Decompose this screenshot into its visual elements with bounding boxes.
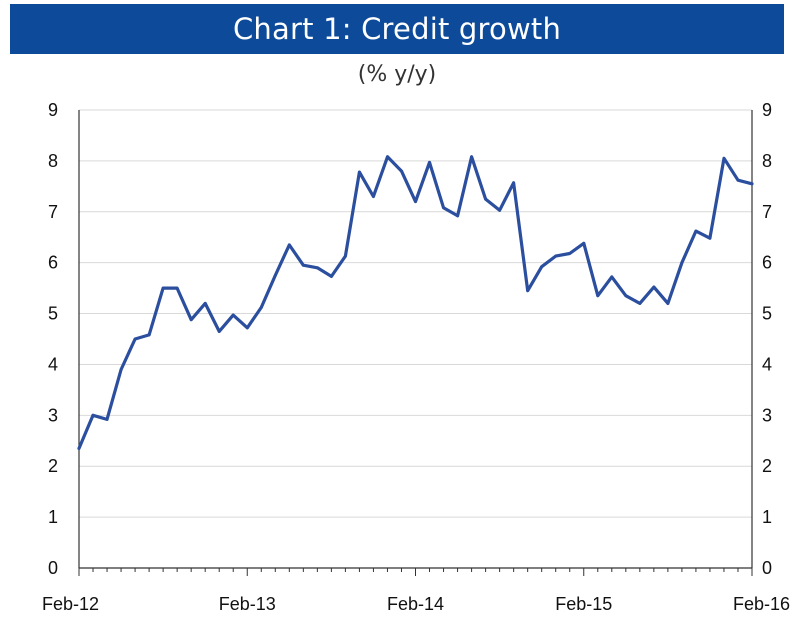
chart-title: Chart 1: Credit growth xyxy=(10,4,784,54)
y-tick-left-8: 8 xyxy=(48,151,58,171)
y-tick-right-7: 7 xyxy=(762,202,772,222)
x-tick-label-Feb-14: Feb-14 xyxy=(387,594,444,614)
y-axis-right-ticks: 0 1 2 3 4 5 6 7 8 9 xyxy=(762,100,772,578)
data-point xyxy=(428,161,431,164)
data-point xyxy=(400,169,403,173)
data-point xyxy=(315,266,319,270)
y-tick-left-1: 1 xyxy=(48,507,58,527)
y-tick-right-4: 4 xyxy=(762,354,772,374)
data-point xyxy=(287,243,291,247)
y-tick-right-0: 0 xyxy=(762,558,772,578)
data-point xyxy=(736,178,740,182)
data-point xyxy=(105,418,109,421)
data-point xyxy=(638,301,642,305)
data-point xyxy=(231,313,235,317)
data-point xyxy=(189,318,193,322)
data-point xyxy=(680,261,684,265)
data-point xyxy=(133,337,137,341)
x-axis-ticks: Feb-12 Feb-13 Feb-14 Feb-15 Feb-16 xyxy=(42,568,790,614)
data-point xyxy=(245,326,249,330)
data-point xyxy=(301,263,305,267)
data-point xyxy=(456,214,459,218)
data-point xyxy=(372,195,375,198)
data-point xyxy=(750,182,754,186)
y-tick-left-0: 0 xyxy=(48,558,58,578)
data-point xyxy=(512,181,516,185)
data-point xyxy=(161,286,165,290)
data-point xyxy=(175,286,179,290)
y-tick-left-5: 5 xyxy=(48,304,58,324)
data-point xyxy=(722,156,726,160)
data-point xyxy=(119,368,123,371)
y-tick-left-2: 2 xyxy=(48,456,58,476)
data-point xyxy=(442,206,445,210)
y-tick-right-6: 6 xyxy=(762,253,772,273)
y-tick-left-6: 6 xyxy=(48,253,58,273)
data-point xyxy=(259,306,263,309)
data-point xyxy=(694,229,698,233)
series-group xyxy=(77,155,754,450)
y-tick-right-1: 1 xyxy=(762,507,772,527)
data-point xyxy=(470,155,473,159)
x-tick-label-Feb-16: Feb-16 xyxy=(733,594,790,614)
y-tick-right-9: 9 xyxy=(762,100,772,120)
data-point xyxy=(484,197,488,201)
data-point xyxy=(666,301,670,305)
x-tick-label-Feb-12: Feb-12 xyxy=(42,594,99,614)
data-point xyxy=(610,275,614,279)
data-point xyxy=(526,289,530,293)
data-point xyxy=(77,447,81,450)
data-point xyxy=(91,413,95,417)
y-tick-right-8: 8 xyxy=(762,151,772,171)
data-point xyxy=(217,329,221,333)
data-point xyxy=(540,265,544,269)
y-tick-right-2: 2 xyxy=(762,456,772,476)
data-point xyxy=(624,294,628,298)
data-point xyxy=(498,208,502,212)
data-point xyxy=(582,241,586,245)
y-tick-left-3: 3 xyxy=(48,405,58,425)
y-tick-right-5: 5 xyxy=(762,304,772,324)
data-point xyxy=(596,294,600,298)
data-point xyxy=(343,254,347,258)
x-tick-label-Feb-15: Feb-15 xyxy=(555,594,612,614)
data-point xyxy=(273,273,277,277)
y-tick-left-7: 7 xyxy=(48,202,58,222)
gridlines xyxy=(79,109,752,518)
y-tick-left-4: 4 xyxy=(48,354,58,374)
data-point xyxy=(147,333,151,337)
data-point xyxy=(203,301,207,305)
y-tick-left-9: 9 xyxy=(48,100,58,120)
data-point xyxy=(652,285,656,289)
data-point xyxy=(554,254,558,258)
data-point xyxy=(329,275,333,278)
data-point xyxy=(414,200,417,204)
data-point xyxy=(708,236,712,240)
axes xyxy=(78,110,753,569)
x-tick-label-Feb-13: Feb-13 xyxy=(219,594,276,614)
y-axis-left-ticks: 0 1 2 3 4 5 6 7 8 9 xyxy=(48,100,58,578)
data-point xyxy=(358,170,361,174)
data-point xyxy=(386,155,389,159)
chart-subtitle: (% y/y) xyxy=(357,62,437,87)
data-point xyxy=(568,252,572,255)
y-tick-right-3: 3 xyxy=(762,405,772,425)
